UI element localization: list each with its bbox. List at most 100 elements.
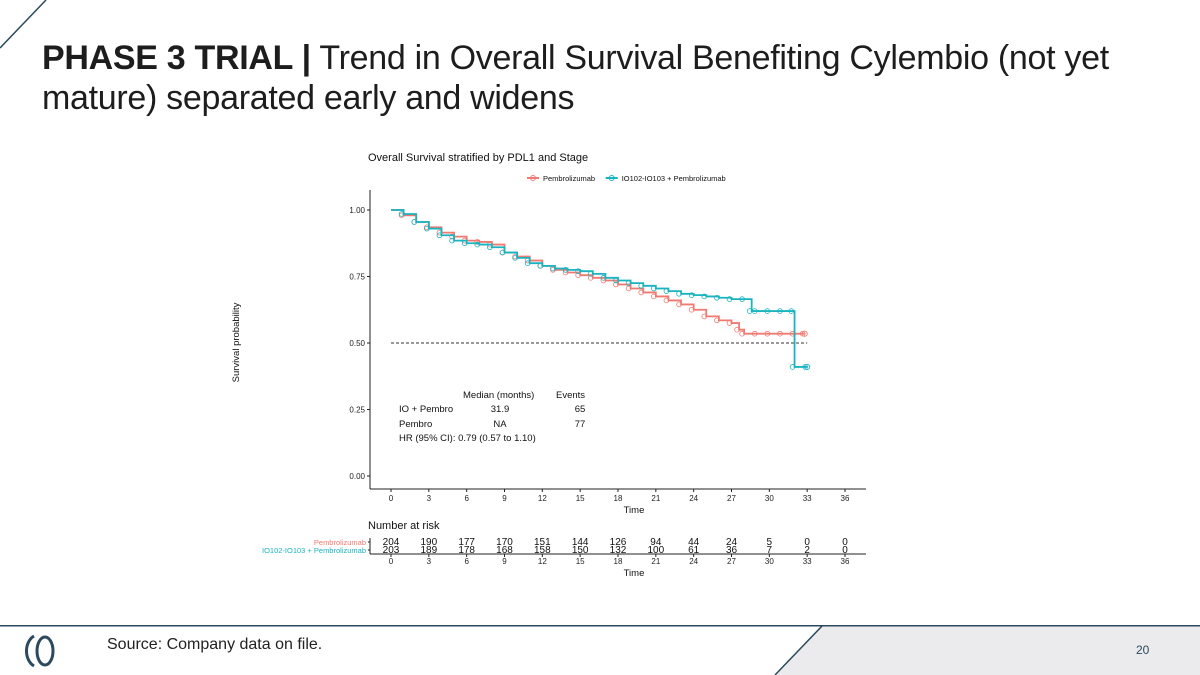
risk-count: 158 xyxy=(534,545,551,556)
risk-count: 126 xyxy=(610,537,627,548)
censor-mark-1 xyxy=(613,277,619,284)
censor-mark-1 xyxy=(587,271,594,277)
risk-x-tick-label: 18 xyxy=(614,557,623,566)
risk-count: 0 xyxy=(842,545,848,556)
page-title: PHASE 3 TRIAL | Trend in Overall Surviva… xyxy=(42,38,1152,118)
km-curve-0 xyxy=(391,209,805,335)
risk-count: 0 xyxy=(804,537,810,548)
censor-mark-1 xyxy=(788,308,795,314)
censor-mark-1 xyxy=(688,292,695,298)
title-rest: Trend in Overall Survival Benefiting Cyl… xyxy=(42,39,1109,117)
censor-mark-1 xyxy=(764,308,771,314)
x-tick-label: 6 xyxy=(464,494,469,503)
risk-x-tick-label: 33 xyxy=(803,557,812,566)
y-tick-label: 1.00 xyxy=(349,206,365,215)
censor-mark-0 xyxy=(638,289,645,296)
survival-chart: Overall Survival stratified by PDL1 and … xyxy=(231,152,866,579)
censor-mark-1 xyxy=(524,260,531,266)
censor-mark-1 xyxy=(638,283,645,289)
censor-mark-0 xyxy=(777,330,783,337)
risk-count: 5 xyxy=(767,537,773,548)
footer-slash xyxy=(774,625,824,675)
footer-band xyxy=(0,625,1200,675)
x-tick-label: 9 xyxy=(502,494,507,503)
risk-x-tick-label: 30 xyxy=(765,557,774,566)
annotation-row-label: Pembro xyxy=(399,419,432,430)
censor-mark-0 xyxy=(688,306,695,313)
censor-mark-0 xyxy=(714,317,720,324)
legend-label-1: IO102-IO103 + Pembrolizumab xyxy=(622,174,726,183)
y-tick-label: 0.25 xyxy=(349,406,365,415)
censor-mark-1 xyxy=(802,364,808,370)
risk-x-tick-label: 21 xyxy=(651,557,660,566)
legend-marker-0 xyxy=(530,175,536,181)
title-bold: PHASE 3 TRIAL | xyxy=(42,39,311,77)
censor-mark-1 xyxy=(575,268,581,274)
annotation-row-median: NA xyxy=(493,419,507,430)
censor-mark-1 xyxy=(663,288,670,294)
risk-count: 144 xyxy=(572,537,589,548)
censor-mark-1 xyxy=(777,308,783,314)
censor-mark-1 xyxy=(411,219,418,225)
risk-x-tick-label: 15 xyxy=(576,557,585,566)
risk-count: 190 xyxy=(420,537,437,548)
risk-count: 177 xyxy=(458,537,475,548)
risk-count: 94 xyxy=(650,537,662,548)
risk-count: 24 xyxy=(726,537,738,548)
risk-x-tick-label: 27 xyxy=(727,557,736,566)
risk-count: 100 xyxy=(647,545,664,556)
censor-mark-1 xyxy=(676,290,682,297)
legend-label-0: Pembrolizumab xyxy=(543,174,595,183)
censor-mark-0 xyxy=(676,301,682,308)
censor-mark-1 xyxy=(398,211,405,217)
censor-mark-0 xyxy=(739,330,745,337)
risk-x-axis-label: Time xyxy=(624,568,645,579)
risk-count: 204 xyxy=(383,537,400,548)
x-tick-label: 33 xyxy=(803,494,812,503)
censor-mark-0 xyxy=(575,272,581,278)
x-tick-label: 30 xyxy=(765,494,774,503)
risk-x-tick-label: 12 xyxy=(538,557,547,566)
risk-x-tick-label: 0 xyxy=(389,557,394,566)
risk-count: 132 xyxy=(610,545,627,556)
risk-x-tick-label: 3 xyxy=(427,557,432,566)
annotation-row-label: IO + Pembro xyxy=(399,404,453,415)
censor-mark-1 xyxy=(449,237,455,244)
censor-mark-0 xyxy=(474,239,481,245)
censor-mark-1 xyxy=(714,294,720,301)
y-tick-label: 0.75 xyxy=(349,273,365,282)
censor-mark-1 xyxy=(562,267,569,273)
annotation-header-median: Median (months) xyxy=(463,390,534,401)
censor-mark-0 xyxy=(701,313,708,320)
censor-mark-1 xyxy=(512,255,518,261)
risk-row-label: Pembrolizumab xyxy=(314,538,366,547)
risk-x-tick-label: 36 xyxy=(841,557,850,566)
censor-mark-1 xyxy=(751,308,758,314)
risk-count: 170 xyxy=(496,537,513,548)
x-tick-label: 27 xyxy=(727,494,736,503)
censor-mark-1 xyxy=(436,232,443,239)
censor-mark-1 xyxy=(461,240,468,247)
risk-count: 151 xyxy=(534,537,551,548)
footer-gray-panel xyxy=(775,625,1200,675)
risk-x-tick-label: 9 xyxy=(502,557,507,566)
risk-table-title: Number at risk xyxy=(368,520,440,532)
censor-mark-1 xyxy=(789,364,796,370)
annotation-header-events: Events xyxy=(556,390,585,401)
x-tick-label: 15 xyxy=(576,494,585,503)
censor-mark-0 xyxy=(651,293,657,300)
censor-mark-1 xyxy=(424,225,430,232)
risk-x-tick-label: 6 xyxy=(464,557,469,566)
censor-mark-0 xyxy=(587,275,594,281)
page-number: 20 xyxy=(1136,643,1150,657)
x-tick-label: 24 xyxy=(689,494,698,503)
censor-mark-0 xyxy=(600,277,607,284)
censor-mark-0 xyxy=(663,297,670,304)
risk-count: 7 xyxy=(767,545,773,556)
censor-mark-1 xyxy=(701,293,708,300)
risk-count: 150 xyxy=(572,545,589,556)
risk-count: 168 xyxy=(496,545,513,556)
censor-mark-1 xyxy=(651,285,657,292)
censor-mark-0 xyxy=(801,330,808,337)
corner-decoration xyxy=(0,0,47,49)
